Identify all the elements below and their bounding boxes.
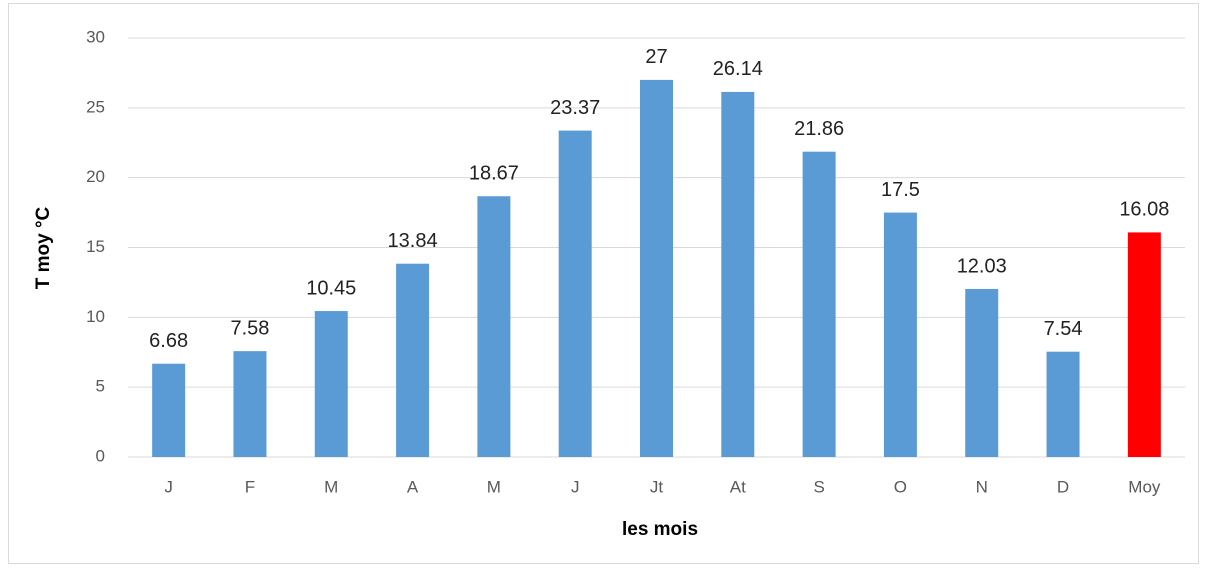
y-axis-label: T moy °C (33, 206, 54, 289)
x-tick-label: J (164, 477, 173, 496)
bar (152, 363, 186, 457)
x-tick-label: M (487, 477, 501, 496)
bar (640, 79, 673, 458)
y-tick-label: 0 (96, 446, 105, 465)
bar (314, 311, 348, 457)
data-label: 12.03 (957, 255, 1007, 277)
data-label: 10.45 (306, 277, 356, 299)
x-tick-label: Jt (650, 477, 664, 496)
bar (965, 288, 999, 457)
bar (558, 130, 592, 457)
x-tick-label: Moy (1128, 477, 1161, 496)
bar (477, 196, 511, 457)
data-label: 23.37 (550, 97, 600, 119)
x-tick-label: O (894, 477, 907, 496)
x-tick-label: At (730, 477, 746, 496)
data-label: 6.68 (149, 330, 188, 352)
data-label: 13.84 (388, 230, 438, 252)
data-label: 7.58 (230, 317, 269, 339)
x-tick-label: N (976, 477, 988, 496)
y-tick-label: 20 (86, 167, 105, 186)
x-tick-label: J (571, 477, 580, 496)
data-label: 17.5 (881, 179, 920, 201)
data-label: 26.14 (713, 58, 763, 80)
bar (883, 212, 917, 457)
bar (802, 151, 836, 457)
data-label: 16.08 (1119, 199, 1169, 221)
chart-border (8, 3, 1199, 564)
y-tick-label: 30 (86, 27, 105, 46)
bar (1046, 351, 1080, 457)
x-tick-label: F (245, 477, 255, 496)
bar (396, 263, 430, 457)
bar (1127, 232, 1161, 457)
x-axis-label: les mois (622, 519, 698, 540)
data-label: 7.54 (1044, 318, 1083, 340)
bar (233, 351, 267, 457)
x-tick-label: A (407, 477, 419, 496)
data-label: 27 (645, 46, 667, 68)
data-label: 21.86 (794, 118, 844, 140)
y-tick-label: 25 (86, 97, 105, 116)
y-tick-label: 5 (96, 377, 105, 396)
y-tick-label: 10 (86, 307, 105, 326)
x-tick-label: S (813, 477, 824, 496)
x-tick-label: M (324, 477, 338, 496)
data-label: 18.67 (469, 163, 519, 185)
x-tick-label: D (1057, 477, 1069, 496)
y-tick-label: 15 (86, 237, 105, 256)
bar (721, 91, 755, 458)
